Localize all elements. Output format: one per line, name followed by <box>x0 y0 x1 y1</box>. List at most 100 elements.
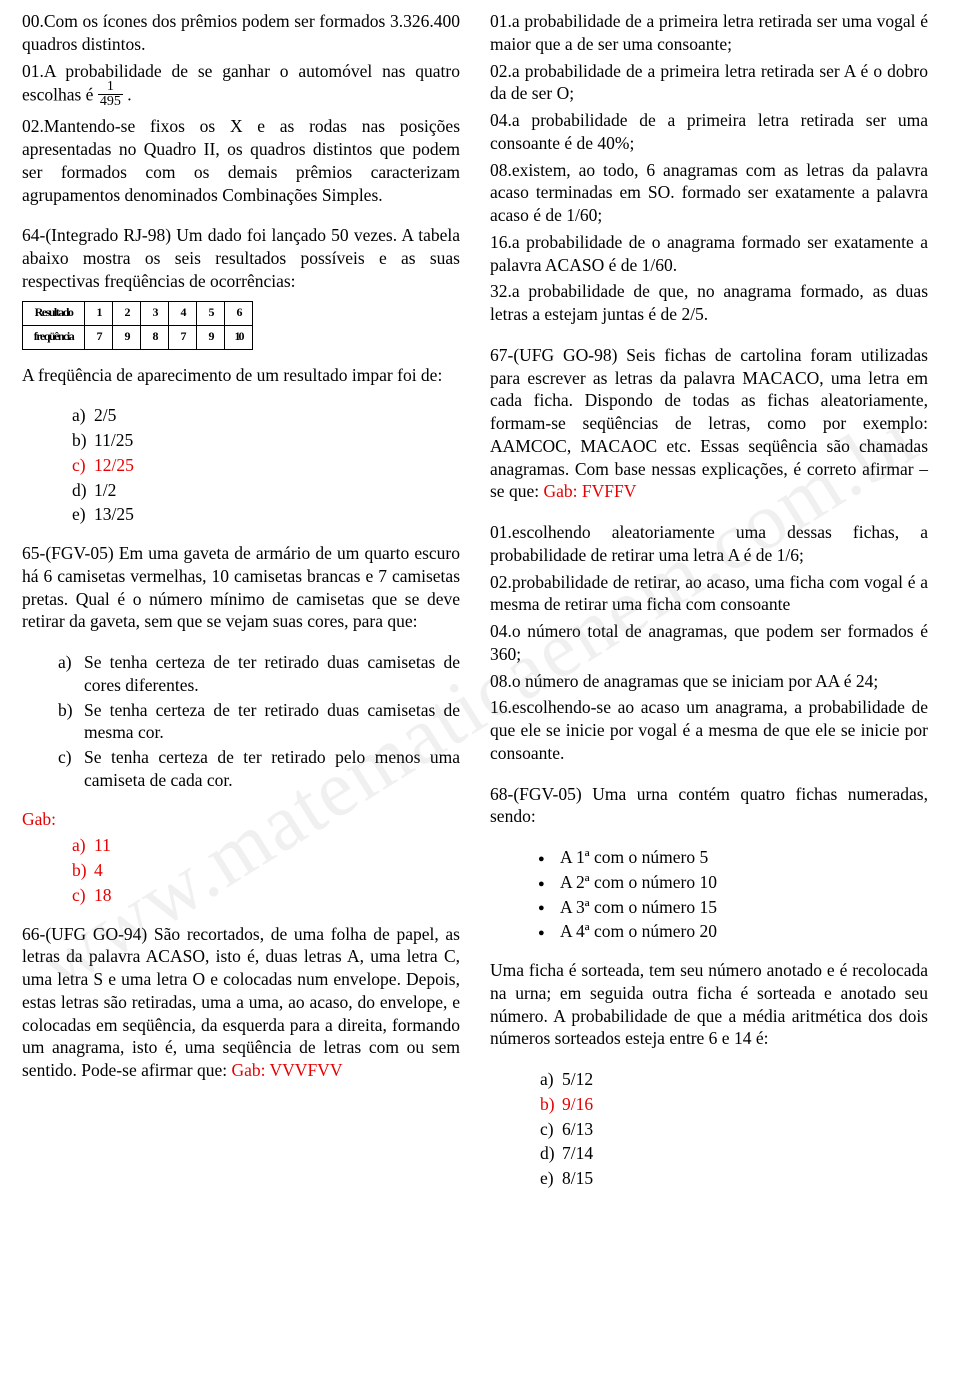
table-cell: 1 <box>85 301 113 325</box>
gab-text: 11 <box>94 835 111 855</box>
r-item-16: 16.a probabilidade de o anagrama formado… <box>490 231 928 277</box>
q66-body: 66-(UFG GO-94) São recortados, de uma fo… <box>22 924 460 1081</box>
gab-text: 4 <box>94 860 103 880</box>
bullet-text: A 3ª com o número 15 <box>560 897 717 917</box>
q67-gab: Gab: FVFFV <box>543 481 636 501</box>
answer-text: 9/16 <box>562 1094 593 1114</box>
table-cell: 7 <box>169 325 197 349</box>
item-01: 01.A probabilidade de se ganhar o automó… <box>22 60 460 112</box>
answer-option: b)9/16 <box>540 1093 928 1116</box>
answer-option: c)6/13 <box>540 1118 928 1141</box>
q67-text: 67-(UFG GO-98) Seis fichas de cartolina … <box>490 344 928 503</box>
sub-item-text: Se tenha certeza de ter retirado duas ca… <box>84 699 460 745</box>
q66-gab: Gab: VVVFVV <box>231 1060 342 1080</box>
q68-answers: a)5/12b)9/16c)6/13d)7/14e)8/15 <box>540 1068 928 1190</box>
answer-option: e)13/25 <box>72 503 460 526</box>
answer-index: d) <box>540 1142 562 1165</box>
sub-item: c)Se tenha certeza de ter retirado pelo … <box>58 746 460 792</box>
q67-s4: 08.o número de anagramas que se iniciam … <box>490 670 928 693</box>
q67-body: 67-(UFG GO-98) Seis fichas de cartolina … <box>490 345 928 502</box>
two-column-layout: 00.Com os ícones dos prêmios podem ser f… <box>22 10 928 1192</box>
bullet-item: ●A 2ª com o número 10 <box>538 871 928 894</box>
table-cell: Resultado <box>23 301 85 325</box>
table-cell: 9 <box>113 325 141 349</box>
bullet-text: A 4ª com o número 20 <box>560 921 717 941</box>
q65-text: 65-(FGV-05) Em uma gaveta de armário de … <box>22 542 460 633</box>
answer-index: b) <box>72 429 94 452</box>
gab-option: b)4 <box>72 859 460 882</box>
item-01-pre: 01.A probabilidade de se ganhar o automó… <box>22 61 460 105</box>
answer-index: d) <box>72 479 94 502</box>
r-item-04: 04.a probabilidade de a primeira letra r… <box>490 109 928 155</box>
left-column: 00.Com os ícones dos prêmios podem ser f… <box>22 10 460 1192</box>
answer-text: 7/14 <box>562 1143 593 1163</box>
answer-index: e) <box>540 1167 562 1190</box>
sub-item-text: Se tenha certeza de ter retirado duas ca… <box>84 651 460 697</box>
answer-text: 8/15 <box>562 1168 593 1188</box>
q64-question: A freqüência de aparecimento de um resul… <box>22 364 460 387</box>
q65-subitems: a)Se tenha certeza de ter retirado duas … <box>58 651 460 792</box>
answer-option: b)11/25 <box>72 429 460 452</box>
q68-text: 68-(FGV-05) Uma urna contém quatro ficha… <box>490 783 928 829</box>
answer-index: b) <box>540 1093 562 1116</box>
q64-answers: a)2/5b)11/25c)12/25d)1/2e)13/25 <box>72 404 460 526</box>
table-cell: 3 <box>141 301 169 325</box>
bullet-item: ●A 4ª com o número 20 <box>538 920 928 943</box>
answer-option: d)7/14 <box>540 1142 928 1165</box>
r-item-02: 02.a probabilidade de a primeira letra r… <box>490 60 928 106</box>
gab-index: b) <box>72 859 94 882</box>
q67-s1: 01.escolhendo aleatoriamente uma dessas … <box>490 521 928 567</box>
gab-option: a)11 <box>72 834 460 857</box>
table-cell: 2 <box>113 301 141 325</box>
gab-label: Gab: <box>22 808 460 831</box>
q68-bullets: ●A 1ª com o número 5●A 2ª com o número 1… <box>538 846 928 943</box>
r-item-01: 01.a probabilidade de a primeira letra r… <box>490 10 928 56</box>
q64-text: 64-(Integrado RJ-98) Um dado foi lançado… <box>22 224 460 292</box>
q65-gab: a)11b)4c)18 <box>72 834 460 906</box>
bullet-item: ●A 3ª com o número 15 <box>538 896 928 919</box>
fraction-num: 1 <box>98 80 123 95</box>
bullet-icon: ● <box>538 852 560 866</box>
answer-index: a) <box>72 404 94 427</box>
gab-index: a) <box>72 834 94 857</box>
table-cell: freqüência <box>23 325 85 349</box>
table-cell: 5 <box>197 301 225 325</box>
answer-option: d)1/2 <box>72 479 460 502</box>
q67-s5: 16.escolhendo-se ao acaso um anagrama, a… <box>490 696 928 764</box>
table-cell: 4 <box>169 301 197 325</box>
table-cell: 7 <box>85 325 113 349</box>
answer-index: a) <box>540 1068 562 1091</box>
gab-text: 18 <box>94 885 112 905</box>
sub-item: b)Se tenha certeza de ter retirado duas … <box>58 699 460 745</box>
table-cell: 6 <box>225 301 253 325</box>
fraction: 1 495 <box>98 80 123 109</box>
item-00: 00.Com os ícones dos prêmios podem ser f… <box>22 10 460 56</box>
q64-table: Resultado 1 2 3 4 5 6 freqüência 7 9 8 7… <box>22 301 253 350</box>
item-02: 02.Mantendo-se fixos os X e as rodas nas… <box>22 115 460 206</box>
answer-text: 5/12 <box>562 1069 593 1089</box>
sub-item-index: b) <box>58 699 84 745</box>
q68-question: Uma ficha é sorteada, tem seu número ano… <box>490 959 928 1050</box>
answer-text: 1/2 <box>94 480 116 500</box>
answer-index: e) <box>72 503 94 526</box>
bullet-icon: ● <box>538 901 560 915</box>
table-cell: 8 <box>141 325 169 349</box>
answer-text: 6/13 <box>562 1119 593 1139</box>
fraction-den: 495 <box>98 95 123 109</box>
gab-index: c) <box>72 884 94 907</box>
bullet-icon: ● <box>538 926 560 940</box>
answer-option: a)5/12 <box>540 1068 928 1091</box>
answer-text: 11/25 <box>94 430 133 450</box>
bullet-text: A 2ª com o número 10 <box>560 872 717 892</box>
bullet-text: A 1ª com o número 5 <box>560 847 708 867</box>
q67-s2: 02.probabilidade de retirar, ao acaso, u… <box>490 571 928 617</box>
answer-text: 2/5 <box>94 405 116 425</box>
q66-text: 66-(UFG GO-94) São recortados, de uma fo… <box>22 923 460 1082</box>
answer-text: 13/25 <box>94 504 134 524</box>
answer-text: 12/25 <box>94 455 134 475</box>
answer-index: c) <box>72 454 94 477</box>
q67-s3: 04.o número total de anagramas, que pode… <box>490 620 928 666</box>
table-cell: 9 <box>197 325 225 349</box>
sub-item: a)Se tenha certeza de ter retirado duas … <box>58 651 460 697</box>
r-item-32: 32.a probabilidade de que, no anagrama f… <box>490 280 928 326</box>
